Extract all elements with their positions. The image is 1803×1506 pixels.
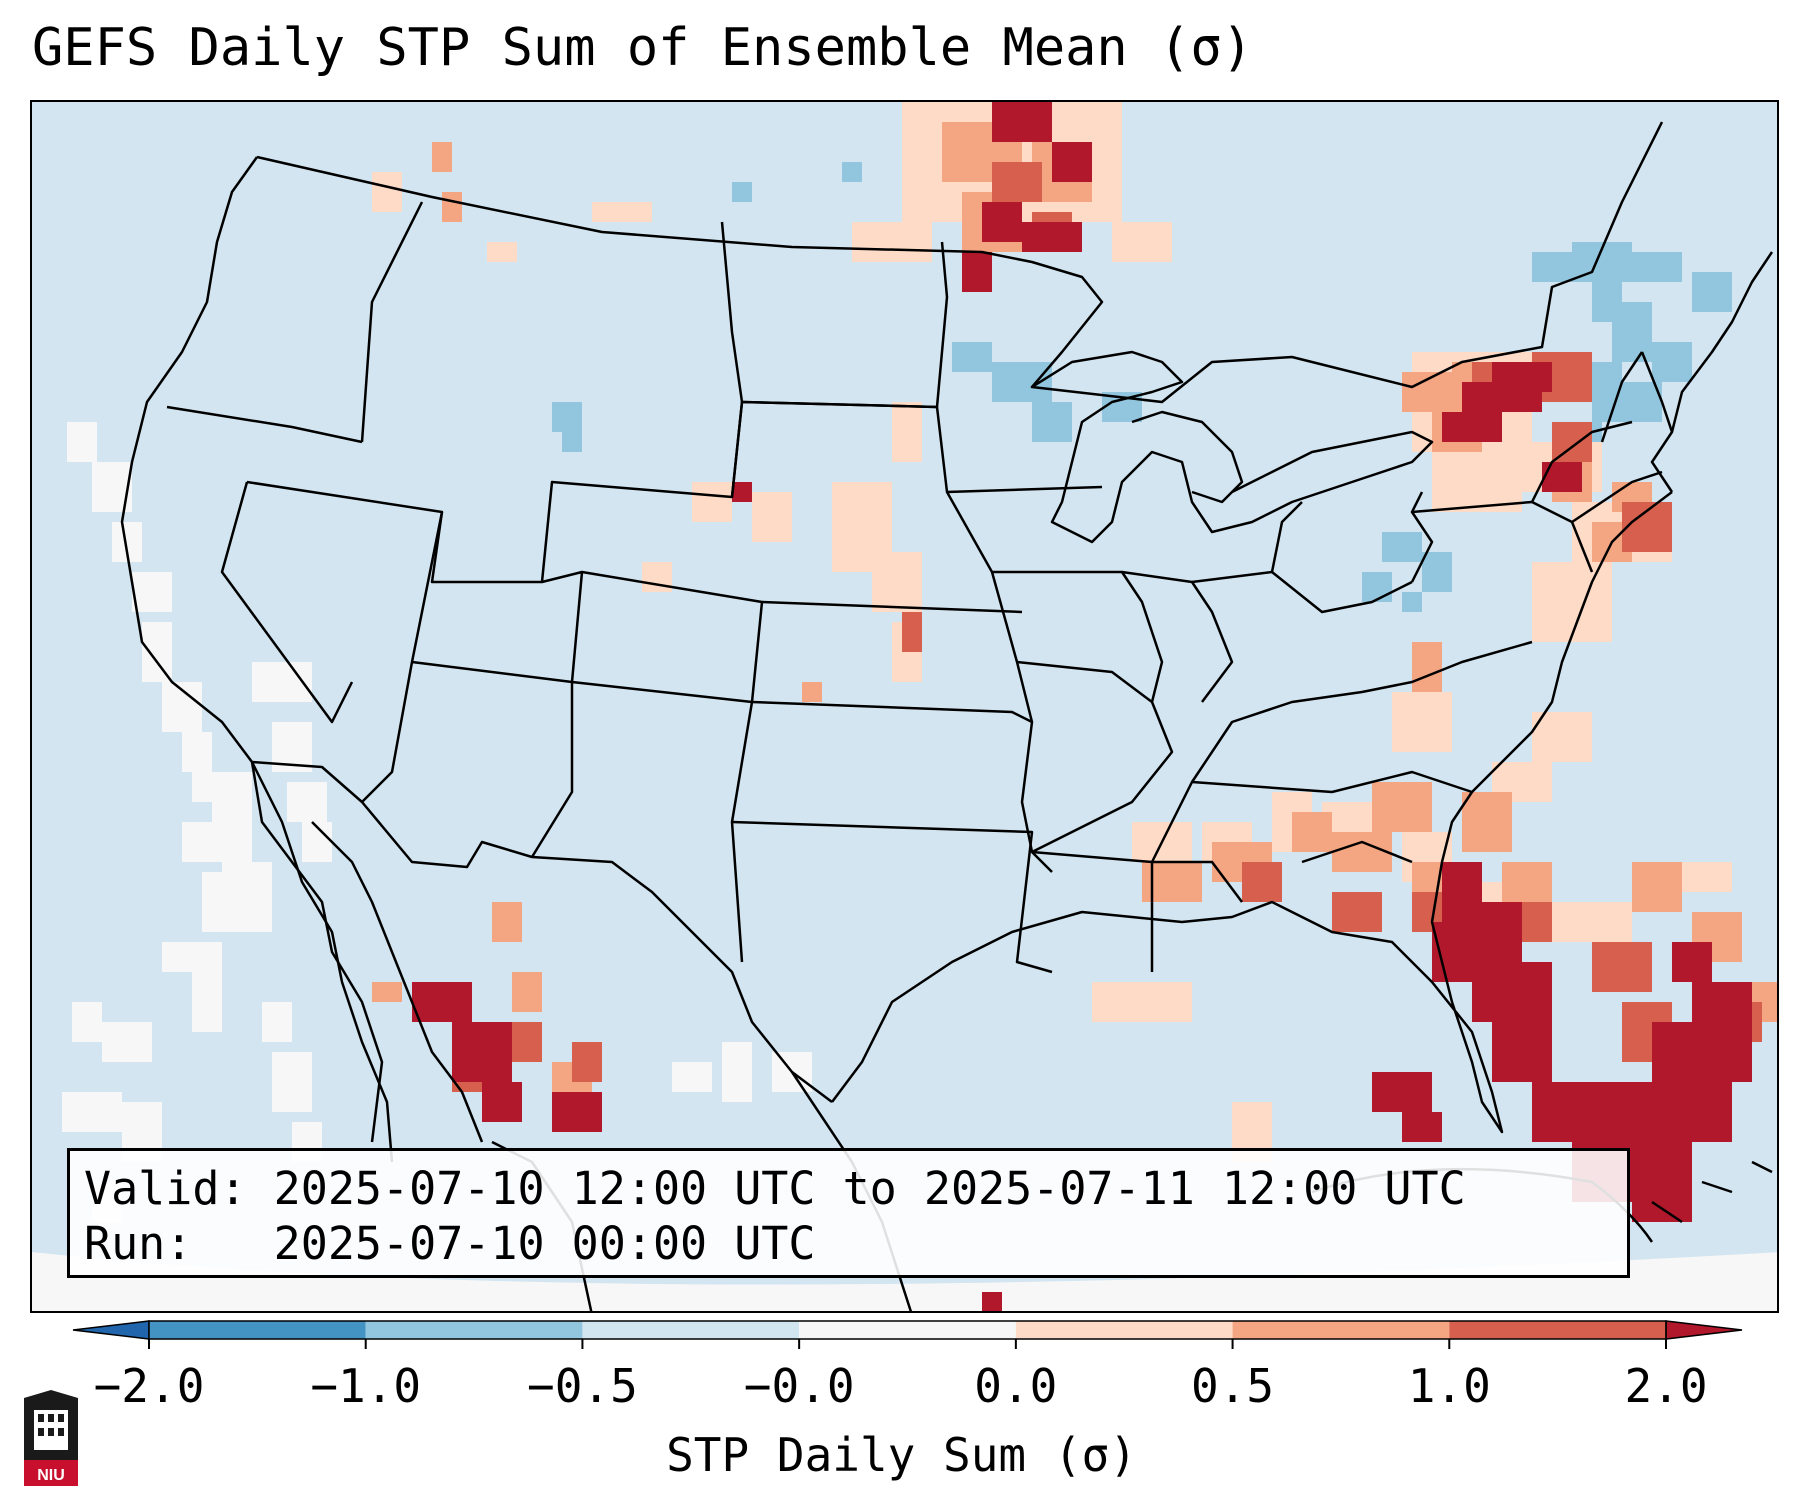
chart-title: GEFS Daily STP Sum of Ensemble Mean (σ): [32, 18, 1253, 78]
niu-logo-icon: NIU: [24, 1390, 78, 1486]
map-canvas: [32, 102, 1777, 1311]
colorbar-bin-2: [582, 1321, 800, 1339]
map-panel: [30, 100, 1779, 1313]
niu-logo-text: NIU: [37, 1467, 65, 1484]
colorbar-tick-label: −0.0: [743, 1359, 855, 1413]
run-time-text: Run: 2025-07-10 00:00 UTC: [84, 1217, 816, 1270]
colorbar-bin-5: [1232, 1321, 1450, 1339]
colorbar-tick-label: 0.0: [974, 1359, 1058, 1413]
colorbar-tick-label: −2.0: [93, 1359, 205, 1413]
boundaries: [120, 121, 1774, 1311]
extreme-positive-cells: [412, 102, 1752, 1311]
colorbar-under-extension: [72, 1320, 150, 1340]
colorbar-swatches: [72, 1320, 1743, 1349]
colorbar-tick-label: 0.5: [1191, 1359, 1275, 1413]
valid-time-text: Valid: 2025-07-10 12:00 UTC to 2025-07-1…: [84, 1162, 1466, 1215]
colorbar-bin-0: [149, 1321, 366, 1339]
colorbar-bin-4: [1015, 1321, 1233, 1339]
colorbar-over-extension: [1665, 1320, 1743, 1340]
colorbar-tick-label: 1.0: [1407, 1359, 1491, 1413]
medium-positive-cells: [372, 122, 1777, 1092]
colorbar-tick-label: −1.0: [310, 1359, 422, 1413]
colorbar-tick-label: 2.0: [1624, 1359, 1708, 1413]
colorbar-frame: [148, 1320, 1667, 1340]
valid-run-info-box: Valid: 2025-07-10 12:00 UTC to 2025-07-1…: [67, 1148, 1630, 1278]
colorbar-bin-6: [1449, 1321, 1666, 1339]
colorbar-tick-label: −0.5: [527, 1359, 638, 1413]
colorbar-bin-3: [799, 1321, 1016, 1339]
colorbar-bin-1: [365, 1321, 583, 1339]
colorbar-label: STP Daily Sum (σ): [666, 1428, 1137, 1482]
